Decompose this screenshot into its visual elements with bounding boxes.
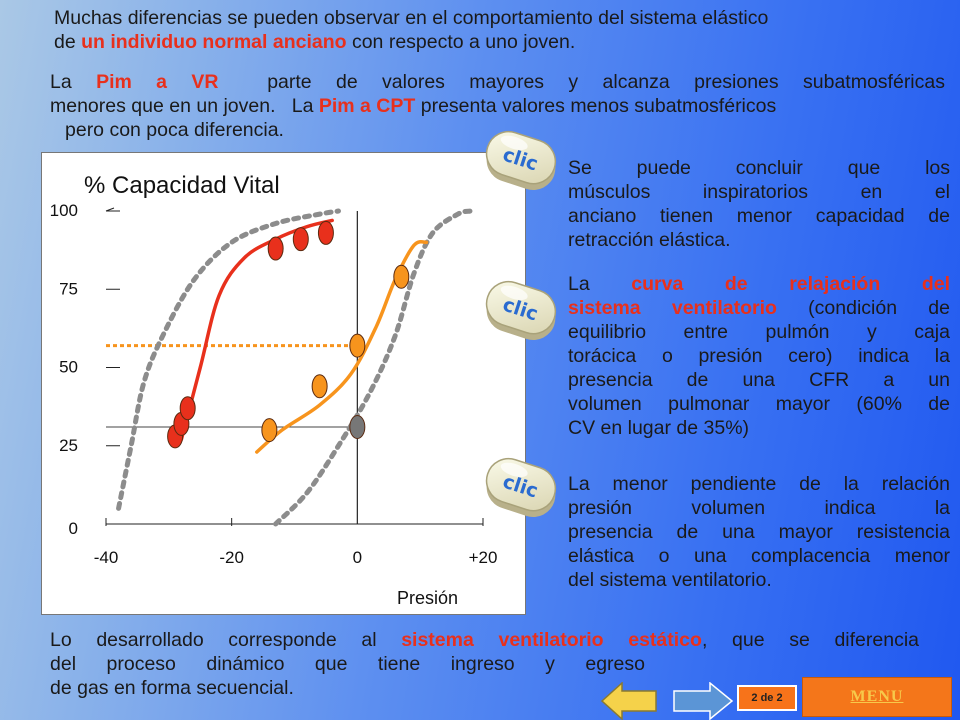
text: menores que en un joven. La (50, 95, 319, 117)
b3-line-1: La menor pendiente de la relación (568, 473, 950, 495)
data-point (317, 220, 334, 245)
b2-rest-line-5: CV en lugar de 35%) (568, 417, 750, 439)
menu-button[interactable]: MENU (802, 677, 952, 717)
b1-line-3: anciano tienen menor capacidad de (568, 205, 950, 227)
elderly-pim-curve (179, 218, 334, 442)
page-indicator: 2 de 2 (737, 685, 797, 711)
chart-svg: % Capacidad Vital Presión 0 25 50 75 100 -40 -… (50, 172, 498, 608)
highlight-pim-cpt: Pim a CPT (318, 95, 416, 117)
previous-arrow-button[interactable] (600, 682, 658, 720)
clic-icon: clic (485, 457, 557, 518)
y-tick-label: 100 (50, 201, 78, 220)
menu-label: MENU (850, 688, 904, 705)
highlight-static-system: sistema ventilatorio estático (401, 629, 702, 651)
y-tick-label: 75 (59, 279, 78, 298)
b2-rest-line-2: torácica o presión cero) indica la (568, 345, 950, 367)
highlight-relaxation-curve: curva de relajación del (631, 273, 950, 295)
b2-rest-line-1: equilibrio entre pulmón y caja (568, 321, 950, 343)
b2-rest-line-3: presencia de una CFR a un (568, 369, 950, 391)
x-tick-label: 0 (353, 548, 362, 567)
conclusion-block-3: La menor pendiente de la relación presión… (568, 472, 950, 592)
x-tick-label: -20 (219, 548, 244, 567)
next-arrow-button[interactable] (672, 682, 734, 720)
text: (condición de (776, 297, 950, 319)
chart-title: % Capacidad Vital (84, 172, 280, 199)
clic-icon: clic (485, 130, 557, 191)
x-tick-label: +20 (469, 548, 498, 567)
x-axis-label: Presión (397, 588, 458, 608)
y-tick-label: 50 (59, 358, 78, 377)
y-tick-label: 0 (69, 519, 78, 538)
text: de (54, 31, 82, 53)
highlight-normal-elderly: un individuo normal anciano (81, 31, 347, 53)
intro-line-5: pero con poca diferencia. (65, 119, 284, 141)
pressure-volume-chart: % Capacidad Vital Presión 0 25 50 75 100 -40 -… (41, 152, 526, 615)
bottom-paragraph: Lo desarrollado corresponde al sistema v… (50, 628, 930, 700)
young-expiratory-curve (273, 208, 473, 527)
data-point (393, 264, 410, 289)
clic-icon: clic (485, 280, 557, 341)
conclusion-block-1: Se puede concluir que los músculos inspir… (568, 156, 950, 252)
clic-button-1[interactable]: clic (478, 128, 564, 200)
highlight-pim-vr: Pim a VR (96, 71, 219, 93)
young-inspiratory-curve (116, 208, 341, 511)
b1-line-2: músculos inspiratorios en el (568, 181, 950, 203)
data-point (349, 414, 366, 439)
intro-line-2: de un individuo normal anciano con respe… (54, 30, 934, 54)
x-tick-label: -40 (94, 548, 119, 567)
conclusion-block-2: La curva de relajación del sistema venti… (568, 272, 950, 440)
data-point (179, 396, 196, 421)
intro-line-4: menores que en un joven. La Pim a CPT pr… (50, 94, 945, 118)
clic-button-3[interactable]: clic (478, 455, 564, 527)
b3-line-4: elástica o una complacencia menor (568, 545, 950, 567)
bottom-line-3: de gas en forma secuencial. (50, 677, 294, 699)
intro-line-3: La Pim a VR parte de valores mayores y a… (50, 70, 945, 94)
data-point (311, 374, 328, 399)
intro-line-1: Muchas diferencias se pueden observar en… (54, 7, 769, 29)
text: La (50, 71, 97, 93)
data-point (292, 227, 309, 252)
bottom-line-2: del proceso dinámico que tiene ingreso y… (50, 653, 645, 675)
text: parte de valores mayores y alcanza presi… (218, 71, 945, 93)
intro-paragraph-2: La Pim a VR parte de valores mayores y a… (50, 70, 945, 142)
data-point (267, 236, 284, 261)
data-point (349, 333, 366, 358)
b1-line-4: retracción elástica. (568, 229, 731, 251)
text: , que se diferencia (701, 629, 919, 651)
text: La (568, 273, 632, 295)
y-tick-label: 25 (59, 436, 78, 455)
text: presenta valores menos subatmosféricos (415, 95, 777, 117)
b2-line-2: sistema ventilatorio (condición de (568, 296, 950, 320)
b3-line-2: presión volumen indica la (568, 497, 950, 519)
text: Lo desarrollado corresponde al (50, 629, 402, 651)
intro-paragraph-1: Muchas diferencias se pueden observar en… (54, 6, 934, 54)
b3-line-5: del sistema ventilatorio. (568, 569, 772, 591)
b2-rest-line-4: volumen pulmonar mayor (60% de (568, 393, 950, 415)
b2-line-1: La curva de relajación del (568, 272, 950, 296)
highlight-ventilatory-system: sistema ventilatorio (568, 297, 777, 319)
b1-line-1: Se puede concluir que los (568, 157, 950, 179)
data-point (261, 418, 278, 443)
page-indicator-text: 2 de 2 (751, 692, 783, 704)
bottom-line-1: Lo desarrollado corresponde al sistema v… (50, 628, 919, 652)
clic-button-2[interactable]: clic (478, 278, 564, 350)
text: con respecto a uno joven. (346, 31, 576, 53)
b3-line-3: presencia de una mayor resistencia (568, 521, 950, 543)
